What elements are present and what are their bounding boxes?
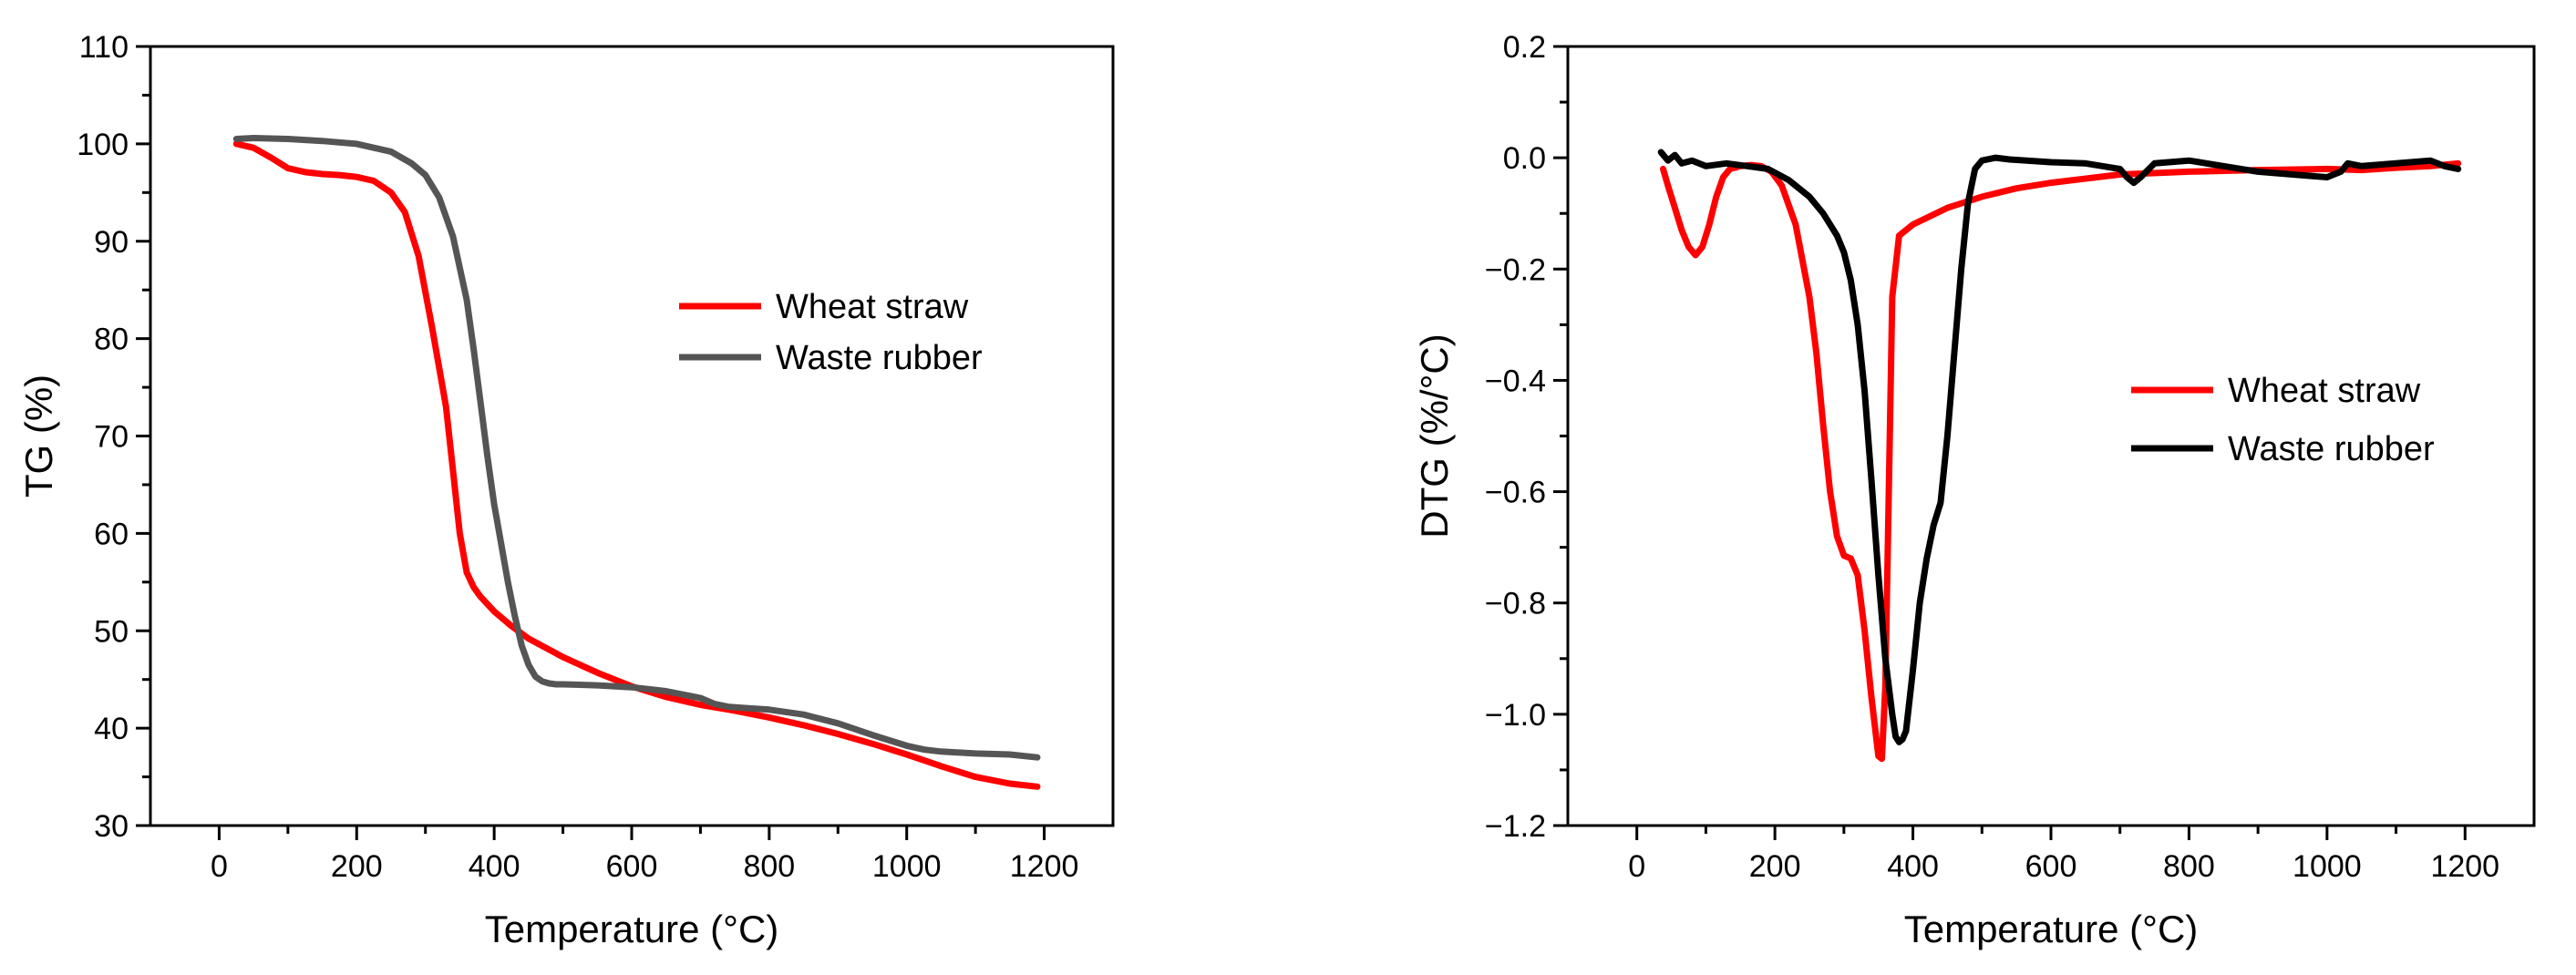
y-tick-label: −1.0 (1485, 698, 1546, 733)
x-tick-label: 200 (331, 849, 383, 884)
y-tick-label: 110 (79, 30, 129, 65)
series-line-waste-rubber (232, 135, 1041, 761)
x-axis-title: Temperature (°C) (1904, 908, 2199, 950)
legend-label: Wheat straw (776, 288, 969, 326)
dtg-chart: 0 200 400 600 800 1000 1200 −1.2 −1.0 −0.8 −0.6 −0.… (1413, 30, 2536, 950)
legend-label: Waste rubber (776, 339, 983, 377)
y-tick-label: 100 (77, 128, 129, 162)
x-tick-label: 200 (1749, 849, 1801, 884)
x-tick-label: 800 (743, 849, 795, 884)
y-axis-title: TG (%) (17, 375, 60, 498)
x-tick-label: 600 (2025, 849, 2077, 884)
series-line-wheat-straw (1660, 159, 2462, 763)
y-tick-label: −0.6 (1485, 476, 1546, 510)
x-tick-label: 800 (2163, 849, 2215, 884)
y-tick-label: 40 (94, 712, 129, 746)
x-tick-label: 1200 (2430, 849, 2499, 884)
x-axis-title: Temperature (°C) (485, 908, 779, 950)
plot-frame (149, 45, 1115, 827)
y-axis-title: DTG (%/°C) (1413, 334, 1456, 538)
y-tick-label: −1.2 (1485, 809, 1546, 844)
series-line-waste-rubber (1657, 149, 2462, 745)
x-tick-label: 600 (606, 849, 658, 884)
y-tick-label: −0.4 (1485, 364, 1546, 398)
y-tick-label: 30 (94, 809, 129, 844)
x-tick-label: 1000 (2293, 849, 2362, 884)
y-tick-label: 0.2 (1503, 30, 1546, 65)
y-tick-label: 0.0 (1503, 141, 1546, 176)
x-tick-label: 0 (211, 849, 228, 884)
y-tick-label: −0.8 (1485, 587, 1546, 621)
y-tick-label: 50 (94, 614, 129, 649)
y-tick-label: 60 (94, 517, 129, 551)
series-line-wheat-straw (232, 140, 1041, 790)
y-tick-label: 70 (94, 420, 129, 455)
y-tick-label: 80 (94, 323, 129, 357)
x-tick-label: 1000 (872, 849, 942, 884)
legend-label: Waste rubber (2228, 430, 2435, 468)
y-tick-label: 90 (94, 225, 129, 260)
x-tick-label: 400 (469, 849, 520, 884)
tg-chart: 0 200 400 600 800 1000 1200 30 40 50 60 70 80 90 100 11… (17, 30, 1115, 950)
x-tick-label: 0 (1628, 849, 1645, 884)
x-tick-label: 400 (1887, 849, 1939, 884)
y-tick-label: −0.2 (1485, 252, 1546, 287)
x-tick-label: 1200 (1010, 849, 1079, 884)
legend-label: Wheat straw (2228, 372, 2421, 410)
